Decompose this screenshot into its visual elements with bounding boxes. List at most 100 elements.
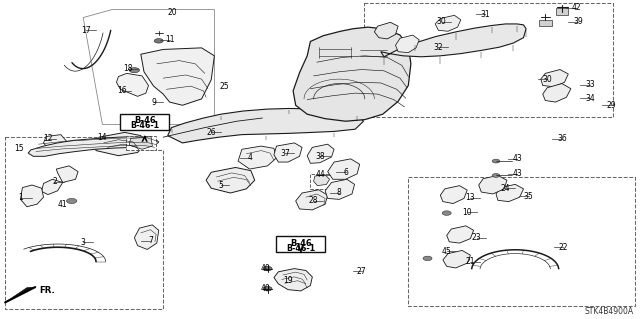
Text: 2: 2: [52, 177, 57, 186]
Polygon shape: [129, 137, 152, 149]
Text: 21: 21: [466, 257, 475, 266]
Bar: [539, 20, 552, 26]
Text: 15: 15: [14, 144, 24, 153]
Text: 11: 11: [165, 35, 174, 44]
Polygon shape: [20, 185, 44, 207]
Polygon shape: [274, 143, 302, 162]
Text: 40: 40: [260, 284, 271, 293]
Text: B-46-1: B-46-1: [130, 121, 159, 130]
Text: 34: 34: [585, 94, 595, 103]
Text: 25: 25: [219, 82, 229, 91]
Circle shape: [154, 39, 163, 43]
Polygon shape: [435, 15, 461, 31]
Polygon shape: [168, 108, 364, 143]
Text: 31: 31: [480, 10, 490, 19]
Text: 18: 18: [124, 64, 132, 73]
Text: B-46: B-46: [290, 239, 312, 248]
Polygon shape: [440, 186, 467, 204]
FancyBboxPatch shape: [276, 236, 325, 252]
Text: 44: 44: [315, 170, 325, 179]
Polygon shape: [396, 35, 419, 53]
Circle shape: [492, 159, 500, 163]
Text: 3: 3: [81, 238, 86, 247]
Text: 29: 29: [606, 101, 616, 110]
Text: STK4B4900A: STK4B4900A: [584, 307, 634, 316]
Polygon shape: [479, 175, 507, 194]
Text: 26: 26: [206, 128, 216, 137]
Polygon shape: [374, 22, 398, 39]
Circle shape: [442, 211, 451, 215]
Polygon shape: [274, 269, 312, 291]
Text: 5: 5: [218, 181, 223, 189]
Text: 23: 23: [472, 233, 482, 242]
Polygon shape: [293, 27, 411, 121]
Text: 14: 14: [97, 133, 108, 142]
Text: 12: 12: [44, 134, 52, 143]
Bar: [556, 8, 568, 15]
Polygon shape: [328, 159, 360, 179]
Text: 7: 7: [148, 236, 153, 245]
Text: 1: 1: [18, 193, 23, 202]
Text: FR.: FR.: [40, 286, 56, 295]
Circle shape: [492, 174, 500, 177]
Polygon shape: [381, 24, 526, 57]
Polygon shape: [296, 190, 328, 210]
Text: 35: 35: [524, 192, 534, 201]
Text: 30: 30: [436, 17, 447, 26]
Text: 16: 16: [116, 86, 127, 95]
Text: 24: 24: [500, 184, 511, 193]
Text: 40: 40: [260, 264, 271, 273]
Text: 8: 8: [337, 189, 342, 197]
Polygon shape: [325, 179, 355, 199]
Polygon shape: [314, 175, 330, 186]
Text: B-46: B-46: [134, 116, 156, 125]
Text: 27: 27: [356, 267, 367, 276]
Polygon shape: [44, 135, 67, 151]
Polygon shape: [543, 84, 571, 102]
Text: 37: 37: [280, 149, 290, 158]
Text: 17: 17: [81, 26, 92, 35]
Text: 4: 4: [247, 153, 252, 162]
Polygon shape: [134, 225, 159, 249]
Polygon shape: [307, 144, 334, 163]
Text: 19: 19: [283, 276, 293, 285]
Text: 33: 33: [585, 80, 595, 89]
Text: 45: 45: [442, 247, 452, 256]
Text: 28: 28: [309, 197, 318, 205]
Text: 41: 41: [58, 200, 68, 209]
Text: 10: 10: [462, 208, 472, 217]
Polygon shape: [443, 250, 470, 268]
Text: 32: 32: [433, 43, 444, 52]
Text: 43: 43: [512, 169, 522, 178]
FancyBboxPatch shape: [120, 114, 169, 130]
FancyBboxPatch shape: [310, 174, 343, 189]
Text: 42: 42: [571, 4, 581, 12]
Text: 30: 30: [542, 75, 552, 84]
Text: 9: 9: [151, 98, 156, 107]
Polygon shape: [116, 73, 148, 96]
Circle shape: [263, 266, 272, 271]
Text: B-46-1: B-46-1: [286, 244, 316, 253]
Polygon shape: [95, 132, 144, 156]
Text: 13: 13: [465, 193, 476, 202]
Circle shape: [263, 286, 272, 291]
Polygon shape: [5, 287, 35, 302]
Text: 39: 39: [573, 17, 583, 26]
Text: 36: 36: [557, 134, 567, 143]
Polygon shape: [28, 137, 159, 156]
Text: 20: 20: [168, 8, 178, 17]
Circle shape: [129, 68, 140, 73]
Text: 22: 22: [559, 243, 568, 252]
Text: 38: 38: [315, 152, 325, 161]
Circle shape: [423, 256, 432, 261]
FancyBboxPatch shape: [126, 136, 156, 150]
Polygon shape: [42, 166, 78, 195]
Polygon shape: [541, 70, 568, 87]
Text: 6: 6: [343, 168, 348, 177]
Polygon shape: [447, 226, 474, 243]
Circle shape: [67, 198, 77, 204]
Polygon shape: [141, 48, 214, 105]
Text: 43: 43: [512, 154, 522, 163]
Polygon shape: [206, 167, 255, 193]
Polygon shape: [496, 184, 524, 202]
